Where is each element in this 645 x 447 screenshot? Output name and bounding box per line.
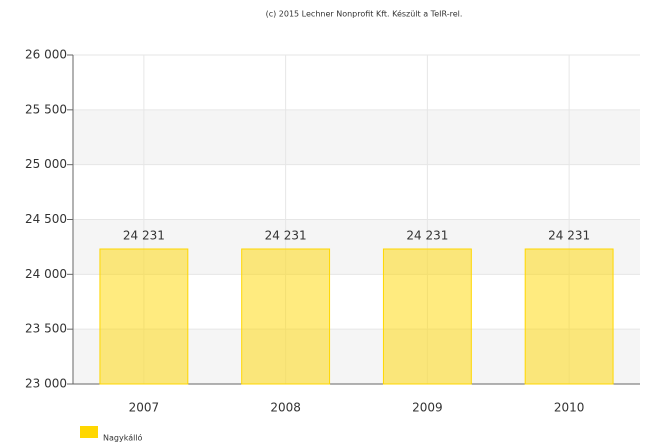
legend-swatch <box>80 426 98 438</box>
bar <box>524 248 614 385</box>
x-tick-label: 2010 <box>554 401 585 415</box>
y-tick-label: 24 500 <box>25 212 67 226</box>
value-label: 24 231 <box>406 229 448 243</box>
y-tick-label: 24 000 <box>25 267 67 281</box>
bar <box>382 248 472 385</box>
legend-label: Nagykálló <box>103 433 143 443</box>
y-tick-label: 25 500 <box>25 102 67 116</box>
y-tick-label: 23 500 <box>25 322 67 336</box>
value-label: 24 231 <box>123 229 165 243</box>
bar <box>241 248 331 385</box>
y-tick-label: 26 000 <box>25 48 67 62</box>
x-tick-label: 2007 <box>129 401 160 415</box>
credits: (c) 2015 Lechner Nonprofit Kft. Készült … <box>266 9 463 19</box>
plot-band <box>73 109 640 165</box>
bar <box>99 248 189 385</box>
value-label: 24 231 <box>548 229 590 243</box>
y-tick-label: 23 000 <box>25 377 67 391</box>
x-tick-label: 2009 <box>412 401 443 415</box>
value-label: 24 231 <box>265 229 307 243</box>
y-tick-label: 25 000 <box>25 157 67 171</box>
x-tick-label: 2008 <box>270 401 301 415</box>
